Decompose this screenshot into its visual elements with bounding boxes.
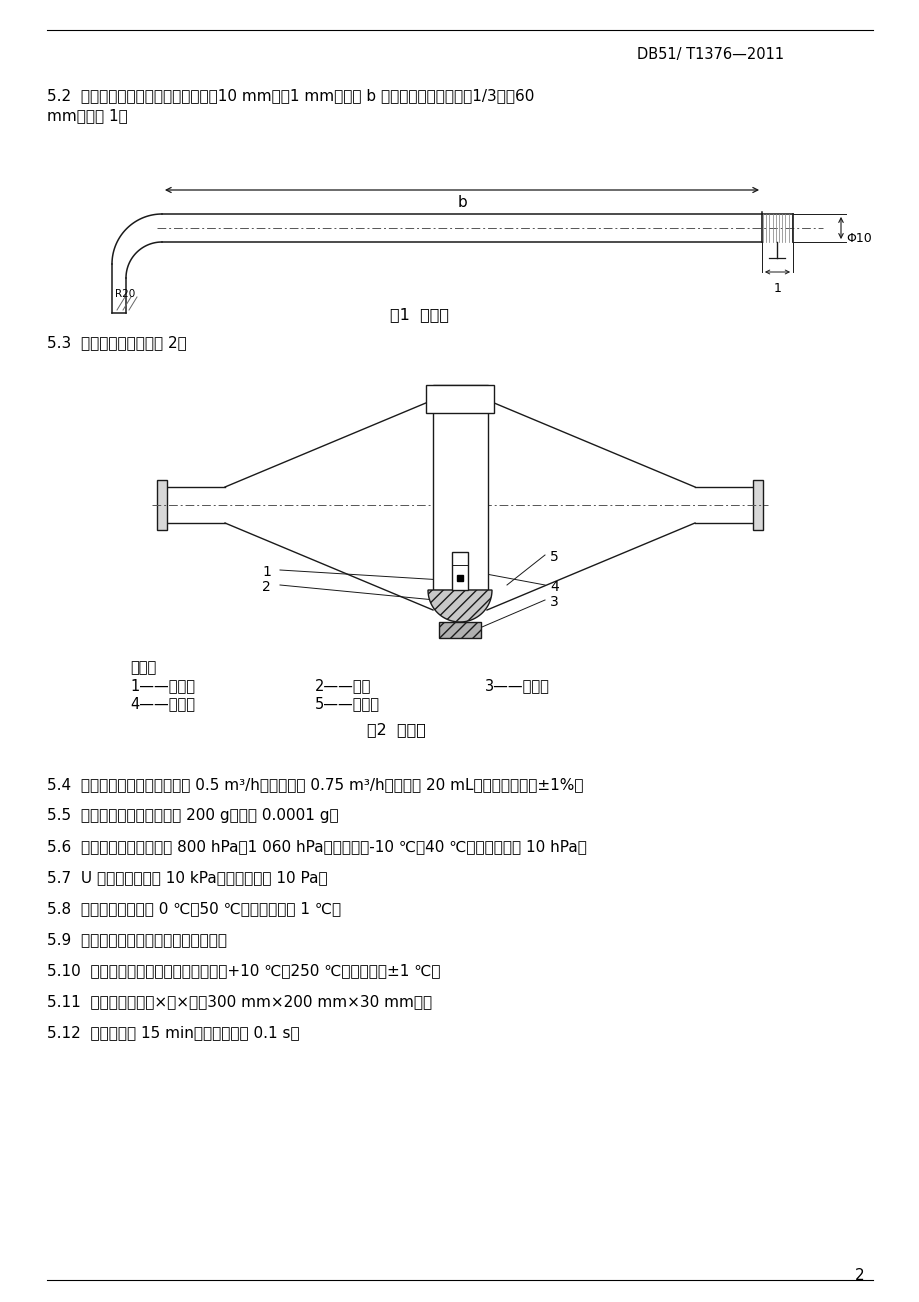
Text: mm，见图 1。: mm，见图 1。 bbox=[47, 108, 128, 122]
Text: 3: 3 bbox=[550, 595, 558, 609]
Bar bbox=[752, 480, 762, 530]
Bar bbox=[157, 480, 167, 530]
Text: 5.5  电子分析天平：最大称量 200 g，感量 0.0001 g。: 5.5 电子分析天平：最大称量 200 g，感量 0.0001 g。 bbox=[47, 809, 338, 823]
Polygon shape bbox=[427, 590, 492, 622]
Text: 5.10  电热恒温干燥筘：温度范围为室温+10 ℃～250 ℃，温度波动±1 ℃。: 5.10 电热恒温干燥筘：温度范围为室温+10 ℃～250 ℃，温度波动±1 ℃… bbox=[47, 963, 440, 978]
Text: DB51/ T1376—2011: DB51/ T1376—2011 bbox=[636, 47, 783, 62]
Text: 5.12  秒表：量程 15 min，最小分度值 0.1 s。: 5.12 秒表：量程 15 min，最小分度值 0.1 s。 bbox=[47, 1025, 300, 1040]
Text: 5.6  空盒气压表：测量范围 800 hPa～1 060 hPa，温度范围-10 ℃～40 ℃，最小分度值 10 hPa。: 5.6 空盒气压表：测量范围 800 hPa～1 060 hPa，温度范围-10… bbox=[47, 838, 586, 854]
Text: Φ10: Φ10 bbox=[845, 232, 871, 245]
Text: 图2  取样器: 图2 取样器 bbox=[367, 723, 425, 737]
Text: 1: 1 bbox=[262, 565, 270, 579]
Text: 5.8  温度计：温度范围 0 ℃～50 ℃，最小分度值 1 ℃。: 5.8 温度计：温度范围 0 ℃～50 ℃，最小分度值 1 ℃。 bbox=[47, 901, 341, 917]
Text: 2——垫圈: 2——垫圈 bbox=[314, 678, 371, 693]
Text: 5.3  取样器：取样器见图 2。: 5.3 取样器：取样器见图 2。 bbox=[47, 335, 187, 350]
Text: 3——衬网圈: 3——衬网圈 bbox=[484, 678, 550, 693]
Text: R20: R20 bbox=[115, 289, 135, 299]
Text: 说明：: 说明： bbox=[130, 660, 156, 674]
Text: 1: 1 bbox=[773, 283, 781, 296]
Bar bbox=[433, 385, 487, 590]
Bar bbox=[451, 552, 468, 590]
Text: 4: 4 bbox=[550, 579, 558, 594]
Text: 5.2  取样管：取样管为不锈锄管，外径10 mm，壁1 mm，长度 b 为取样位置管道内径的1/3再加60: 5.2 取样管：取样管为不锈锄管，外径10 mm，壁1 mm，长度 b 为取样位… bbox=[47, 89, 534, 103]
Text: b: b bbox=[458, 195, 467, 210]
Text: 图1  取样管: 图1 取样管 bbox=[390, 307, 448, 322]
Text: 5.4  湿式气体流量计：公称流量 0.5 m³/h，最大流量 0.75 m³/h，分度值 20 mL，公称流量误差±1%。: 5.4 湿式气体流量计：公称流量 0.5 m³/h，最大流量 0.75 m³/h… bbox=[47, 777, 583, 792]
Text: 1——进气端: 1——进气端 bbox=[130, 678, 195, 693]
Text: 5.7  U 型压力计：量程 10 kPa，最小分度值 10 Pa。: 5.7 U 型压力计：量程 10 kPa，最小分度值 10 Pa。 bbox=[47, 870, 327, 885]
Text: 5.11  金属干燥盘：长×宽×高（300 mm×200 mm×30 mm）。: 5.11 金属干燥盘：长×宽×高（300 mm×200 mm×30 mm）。 bbox=[47, 993, 432, 1009]
Text: 4——钓丝网: 4——钓丝网 bbox=[130, 697, 195, 711]
Bar bbox=[425, 385, 494, 413]
Text: 2: 2 bbox=[854, 1268, 864, 1282]
Text: 5.9  干燥器皿：干燥器皿内装变色硒胶。: 5.9 干燥器皿：干燥器皿内装变色硒胶。 bbox=[47, 932, 227, 947]
Text: 5——出气端: 5——出气端 bbox=[314, 697, 380, 711]
Text: 2: 2 bbox=[262, 579, 270, 594]
Text: 5: 5 bbox=[550, 549, 558, 564]
Bar bbox=[438, 622, 481, 638]
